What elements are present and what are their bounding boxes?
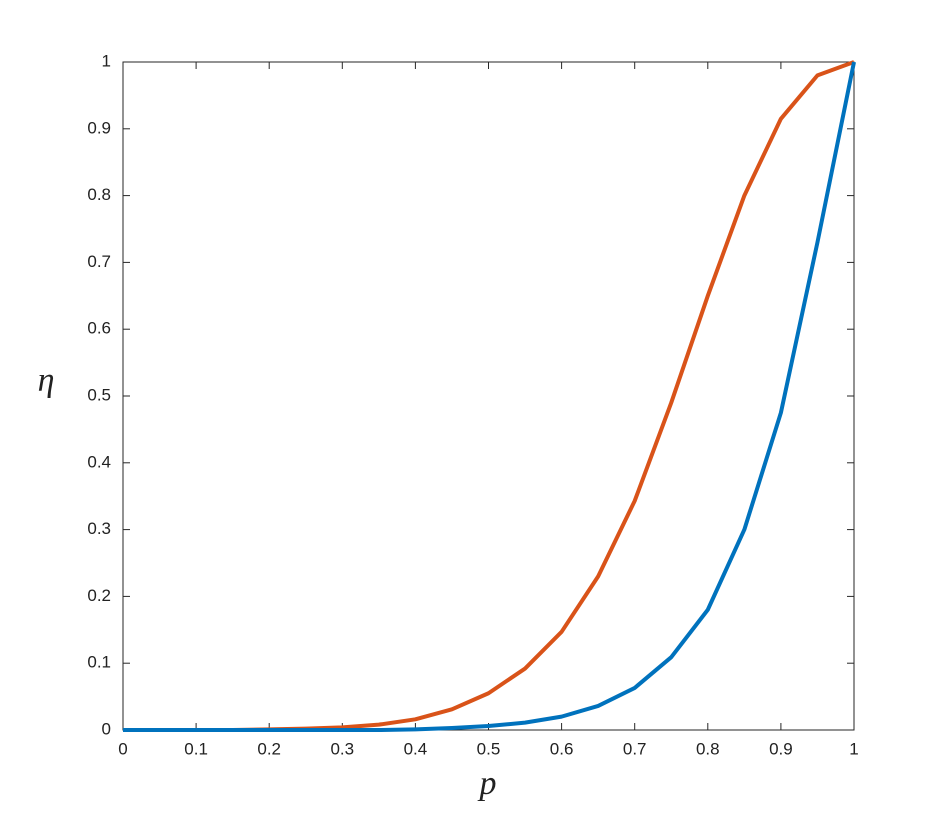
y-tick-label: 0.9 bbox=[87, 118, 111, 137]
y-tick-label: 1 bbox=[102, 51, 111, 70]
x-tick-label: 0.8 bbox=[696, 739, 720, 758]
x-tick-label: 0.3 bbox=[330, 739, 354, 758]
x-tick-label: 0.7 bbox=[623, 739, 647, 758]
y-tick-label: 0.7 bbox=[87, 252, 111, 271]
y-tick-label: 0.6 bbox=[87, 319, 111, 338]
x-tick-label: 0.6 bbox=[550, 739, 574, 758]
x-tick-label: 0.2 bbox=[257, 739, 281, 758]
y-tick-label: 0.1 bbox=[87, 653, 111, 672]
x-tick-label: 0.9 bbox=[769, 739, 793, 758]
y-tick-label: 0.2 bbox=[87, 586, 111, 605]
data-line bbox=[123, 61, 856, 732]
x-tick-label: 0.5 bbox=[477, 739, 501, 758]
y-tick-label: 0 bbox=[102, 719, 111, 738]
x-tick-label: 0 bbox=[118, 739, 127, 758]
y-tick-label: 0.4 bbox=[87, 452, 111, 471]
x-axis-label: p bbox=[478, 765, 497, 802]
y-axis-label: η bbox=[38, 362, 55, 399]
x-tick-label: 0.4 bbox=[404, 739, 428, 758]
x-tick-label: 1 bbox=[849, 739, 858, 758]
plot-frame bbox=[122, 61, 855, 731]
x-tick-label: 0.1 bbox=[184, 739, 208, 758]
y-tick-label: 0.5 bbox=[87, 385, 111, 404]
y-tick-label: 0.3 bbox=[87, 519, 111, 538]
y-tick-label: 0.8 bbox=[87, 185, 111, 204]
